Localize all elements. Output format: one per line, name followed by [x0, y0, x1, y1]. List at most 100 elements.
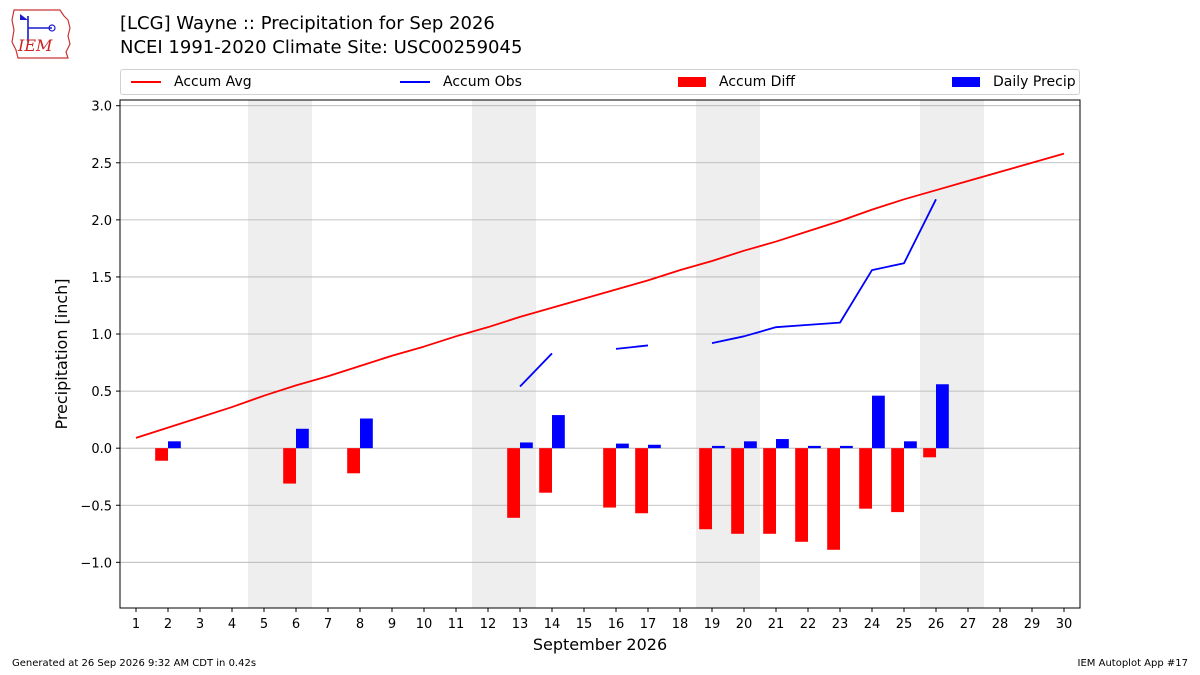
logo-text: IEM: [17, 36, 53, 55]
y-tick-label: 0.0: [91, 442, 112, 457]
x-tick-label: 21: [768, 617, 785, 632]
x-tick-label: 1: [132, 617, 140, 632]
plot-frame: [119, 99, 1081, 609]
y-axis-label: Precipitation [inch]: [52, 278, 71, 429]
lines: [135, 152, 1065, 439]
x-tick-label: 8: [356, 617, 364, 632]
daily-precip-bar: [520, 442, 533, 449]
accum-diff-bar: [603, 448, 616, 508]
legend-swatch-diff: [678, 77, 706, 87]
y-tick-label: 1.5: [91, 271, 112, 286]
x-tick-label: 7: [324, 617, 332, 632]
x-tick-label: 25: [896, 617, 913, 632]
x-tick-label: 29: [1024, 617, 1041, 632]
x-tick-label: 2: [164, 617, 172, 632]
x-axis-label: September 2026: [533, 635, 667, 654]
y-tick-label: 1.0: [91, 328, 112, 343]
x-tick-label: 26: [928, 617, 945, 632]
accum-diff-bar: [731, 448, 744, 534]
y-tick-label: 0.5: [91, 385, 112, 400]
daily-precip-bar: [744, 441, 757, 449]
y-tick-label: 2.0: [91, 214, 112, 229]
x-tick-label: 6: [292, 617, 300, 632]
weekend-band: [248, 100, 312, 608]
y-tick-label: 3.0: [91, 100, 112, 115]
legend-label: Accum Diff: [719, 74, 796, 90]
accum-diff-bar: [507, 448, 520, 518]
daily-precip-bar: [936, 384, 949, 449]
weekend-band: [696, 100, 760, 608]
weekend-band: [472, 100, 536, 608]
weekend-shading: [248, 100, 984, 608]
daily-precip-bar: [808, 445, 821, 449]
daily-precip-bar: [616, 443, 629, 449]
x-tick-label: 9: [388, 617, 396, 632]
x-tick-label: 20: [736, 617, 753, 632]
legend-item-accum-obs: Accum Obs: [400, 70, 522, 94]
footer-app: IEM Autoplot App #17: [1077, 658, 1188, 669]
x-tick-label: 10: [416, 617, 433, 632]
accum-obs-line: [711, 198, 937, 345]
bars: [155, 384, 949, 550]
legend-label: Accum Avg: [174, 74, 252, 90]
x-tick-label: 17: [640, 617, 657, 632]
legend-label: Daily Precip: [993, 74, 1076, 90]
x-tick-label: 18: [672, 617, 689, 632]
accum-diff-bar: [827, 448, 840, 550]
accum-obs-line: [615, 344, 649, 350]
iem-logo: IEM: [11, 9, 71, 59]
chart-subtitle: NCEI 1991-2020 Climate Site: USC00259045: [120, 37, 523, 58]
accum-diff-bar: [155, 448, 168, 461]
legend: Accum Avg Accum Obs Accum Diff Daily Pre…: [120, 69, 1080, 95]
daily-precip-bar: [360, 418, 373, 449]
legend-item-daily-precip: Daily Precip: [952, 70, 1076, 94]
x-tick-label: 28: [992, 617, 1009, 632]
grid: [120, 105, 1080, 563]
daily-precip-bar: [552, 415, 565, 449]
x-tick-label: 11: [448, 617, 465, 632]
daily-precip-bar: [648, 444, 661, 449]
x-tick-label: 23: [832, 617, 849, 632]
x-tick-label: 22: [800, 617, 817, 632]
legend-label: Accum Obs: [443, 74, 522, 90]
y-tick-label: 2.5: [91, 157, 112, 172]
x-tick-label: 24: [864, 617, 881, 632]
daily-precip-bar: [168, 441, 181, 449]
accum-diff-bar: [539, 448, 552, 493]
x-tick-label: 19: [704, 617, 721, 632]
accum-avg-line: [135, 152, 1065, 439]
footer-generated: Generated at 26 Sep 2026 9:32 AM CDT in …: [12, 658, 257, 669]
accum-diff-bar: [347, 448, 360, 474]
x-tick-label: 15: [576, 617, 593, 632]
accum-diff-bar: [283, 448, 296, 484]
x-tick-label: 5: [260, 617, 268, 632]
daily-precip-bar: [296, 428, 309, 449]
daily-precip-bar: [904, 441, 917, 449]
accum-diff-bar: [891, 448, 904, 513]
x-tick-label: 13: [512, 617, 529, 632]
y-tick-label: −1.0: [80, 556, 112, 571]
weekend-band: [920, 100, 984, 608]
chart-title: [LCG] Wayne :: Precipitation for Sep 202…: [120, 13, 495, 34]
x-tick-label: 16: [608, 617, 625, 632]
accum-diff-bar: [859, 448, 872, 509]
accum-diff-bar: [923, 448, 936, 458]
axes: −1.0−0.50.00.51.01.52.02.53.01 2 3 4 5 6 7 8 9 10…: [80, 99, 1081, 632]
legend-item-accum-diff: Accum Diff: [678, 70, 795, 94]
y-tick-label: −0.5: [80, 499, 112, 514]
legend-swatch-avg: [131, 81, 161, 83]
daily-precip-bar: [840, 445, 853, 449]
accum-diff-bar: [699, 448, 712, 530]
accum-diff-bar: [635, 448, 648, 514]
x-tick-label: 4: [228, 617, 236, 632]
x-tick-label: 14: [544, 617, 561, 632]
legend-item-accum-avg: Accum Avg: [131, 70, 252, 94]
x-tick-label: 3: [196, 617, 204, 632]
daily-precip-bar: [712, 445, 725, 449]
x-tick-label: 27: [960, 617, 977, 632]
legend-swatch-daily: [952, 77, 980, 87]
x-tick-label: 12: [480, 617, 497, 632]
accum-diff-bar: [795, 448, 808, 542]
daily-precip-bar: [872, 395, 885, 449]
